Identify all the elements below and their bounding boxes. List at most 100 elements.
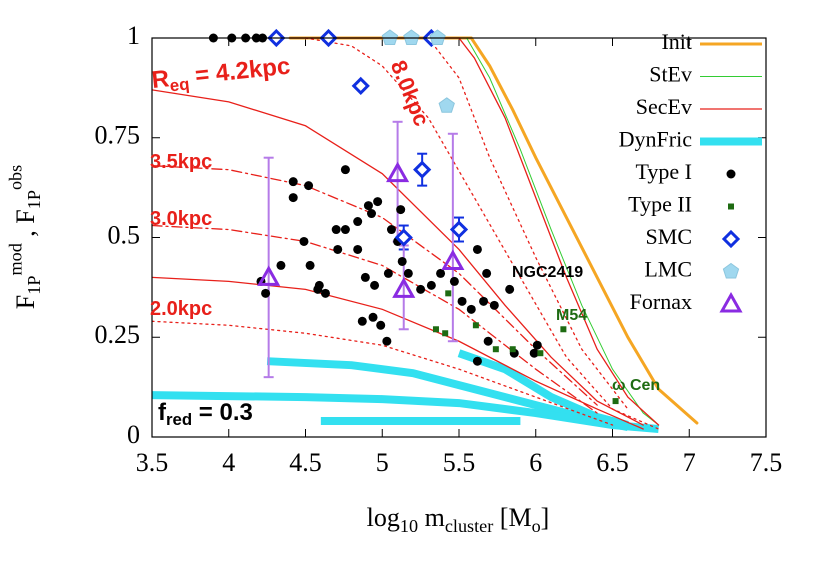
x-tick-label: 4.5 — [289, 448, 322, 477]
point — [340, 225, 350, 235]
legend-swatch — [728, 203, 734, 210]
x-axis-label-part: m — [418, 503, 445, 532]
point — [413, 160, 432, 179]
annotation-part: eq — [169, 75, 190, 96]
x-tick-label: 6.5 — [596, 448, 629, 477]
point — [353, 217, 363, 227]
legend-label: SecEv — [636, 94, 692, 119]
point — [489, 300, 499, 310]
annotation-part: red — [166, 411, 192, 430]
y-axis-label-part: obs — [6, 165, 26, 190]
x-tick-label: 7.5 — [750, 448, 783, 477]
x-axis-label-part: log — [367, 503, 400, 532]
x-axis-label: log10 mcluster [Mo] — [367, 503, 550, 536]
annotation-part: ω Cen — [612, 377, 660, 394]
point — [438, 97, 455, 113]
y-tick-label: 0 — [127, 420, 140, 449]
point — [537, 350, 544, 357]
point — [382, 336, 392, 346]
y-tick-label: 1 — [127, 21, 140, 50]
point — [386, 225, 396, 235]
point — [370, 280, 380, 290]
curve — [304, 37, 660, 430]
point — [472, 356, 482, 366]
point — [492, 346, 499, 353]
legend-swatch — [722, 262, 740, 279]
point — [445, 290, 452, 297]
point — [261, 288, 271, 298]
x-axis-label-part: 10 — [400, 516, 418, 536]
point — [442, 330, 449, 337]
plot-frame — [151, 37, 767, 438]
point — [612, 398, 619, 405]
x-axis-label-part: ] — [541, 503, 550, 532]
legend-label: LMC — [644, 257, 692, 282]
y-axis-label-part: F — [11, 295, 40, 309]
y-tick-label: 0.75 — [95, 121, 141, 150]
point — [320, 288, 330, 298]
legend-label: Type I — [636, 159, 693, 184]
point — [403, 268, 413, 278]
y-tick-label: 0.25 — [95, 320, 141, 349]
point — [360, 272, 370, 282]
point — [363, 201, 373, 211]
point — [397, 256, 407, 266]
x-axis-label-part: cluster — [445, 516, 493, 536]
point — [331, 225, 341, 235]
y-axis-label-part: , F — [11, 209, 40, 243]
y-axis-label-part: 1P — [24, 276, 44, 295]
point — [457, 296, 467, 306]
y-axis-label-part: 1P — [24, 190, 44, 209]
legend-swatch — [726, 169, 736, 179]
point — [376, 320, 386, 330]
point — [509, 346, 516, 353]
annotation: 2.0kpc — [150, 298, 212, 320]
legend-swatch — [721, 229, 741, 249]
point — [305, 260, 315, 270]
point — [426, 280, 436, 290]
y-axis-label: F1Pmod , F1Pobs — [6, 165, 44, 309]
x-tick-label: 3.5 — [136, 448, 169, 477]
point — [357, 316, 367, 326]
point — [432, 326, 439, 333]
point — [368, 312, 378, 322]
point — [304, 181, 314, 191]
x-tick-label: 5 — [376, 448, 389, 477]
annotation-part: M54 — [556, 307, 587, 324]
legend-label: Fornax — [630, 289, 692, 314]
x-tick-label: 5.5 — [443, 448, 476, 477]
annotation-part: 3.0kpc — [150, 208, 212, 230]
point — [333, 244, 343, 254]
point — [441, 249, 465, 270]
annotation: 3.5kpc — [150, 151, 212, 173]
x-tick-label: 4 — [222, 448, 235, 477]
point — [483, 336, 493, 346]
y-tick-label: 0.5 — [108, 220, 141, 249]
point — [394, 228, 413, 247]
legend-label: StEv — [649, 62, 692, 87]
point — [288, 193, 298, 203]
annotation: Req = 4.2kpc — [150, 53, 291, 98]
x-axis-label-part: [M — [493, 503, 531, 532]
point — [532, 340, 542, 350]
annotation-part: 2.0kpc — [150, 298, 212, 320]
annotation-part: 8.0kpc — [386, 57, 435, 130]
annotation: 3.0kpc — [150, 208, 212, 230]
point — [449, 276, 459, 286]
point — [466, 304, 476, 314]
point — [416, 284, 426, 294]
point — [351, 76, 370, 96]
curve — [457, 349, 629, 429]
annotation: M54 — [556, 307, 587, 324]
point — [299, 236, 309, 246]
point — [449, 220, 469, 239]
point — [482, 268, 492, 278]
point — [392, 277, 416, 298]
point — [529, 348, 539, 358]
point — [479, 296, 489, 306]
point — [505, 284, 515, 294]
annotation: ω Cen — [612, 377, 660, 394]
x-axis-label-part: o — [532, 516, 541, 536]
point — [403, 29, 420, 45]
